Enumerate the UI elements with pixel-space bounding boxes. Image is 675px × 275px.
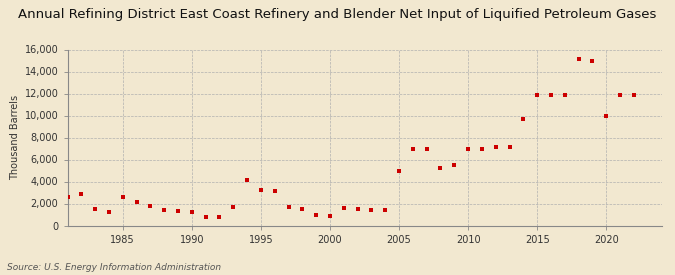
Point <box>310 212 321 217</box>
Point <box>408 146 418 151</box>
Point <box>131 200 142 205</box>
Point <box>615 92 626 97</box>
Point <box>560 92 570 97</box>
Point <box>186 210 197 214</box>
Point <box>449 163 460 167</box>
Point <box>435 166 446 170</box>
Point <box>256 188 267 192</box>
Point <box>145 204 156 208</box>
Point <box>283 205 294 209</box>
Point <box>76 191 86 196</box>
Point <box>325 213 335 218</box>
Point <box>117 195 128 199</box>
Point <box>573 57 584 62</box>
Point <box>200 214 211 219</box>
Point <box>587 58 598 63</box>
Point <box>352 207 363 211</box>
Point <box>90 207 101 211</box>
Text: Source: U.S. Energy Information Administration: Source: U.S. Energy Information Administ… <box>7 263 221 272</box>
Point <box>477 146 487 151</box>
Y-axis label: Thousand Barrels: Thousand Barrels <box>10 95 20 180</box>
Point <box>421 146 432 151</box>
Point <box>532 92 543 97</box>
Point <box>394 168 404 173</box>
Point <box>462 146 473 151</box>
Point <box>62 195 73 199</box>
Point <box>159 208 169 212</box>
Point <box>214 214 225 219</box>
Point <box>269 189 280 194</box>
Point <box>228 205 239 209</box>
Point <box>504 145 515 150</box>
Point <box>380 208 391 212</box>
Point <box>366 208 377 212</box>
Point <box>545 92 556 97</box>
Point <box>518 117 529 121</box>
Point <box>103 210 114 214</box>
Point <box>242 178 252 183</box>
Point <box>601 113 612 118</box>
Text: Annual Refining District East Coast Refinery and Blender Net Input of Liquified : Annual Refining District East Coast Refi… <box>18 8 657 21</box>
Point <box>297 207 308 211</box>
Point <box>173 209 184 213</box>
Point <box>490 145 501 150</box>
Point <box>338 206 349 210</box>
Point <box>628 92 639 97</box>
